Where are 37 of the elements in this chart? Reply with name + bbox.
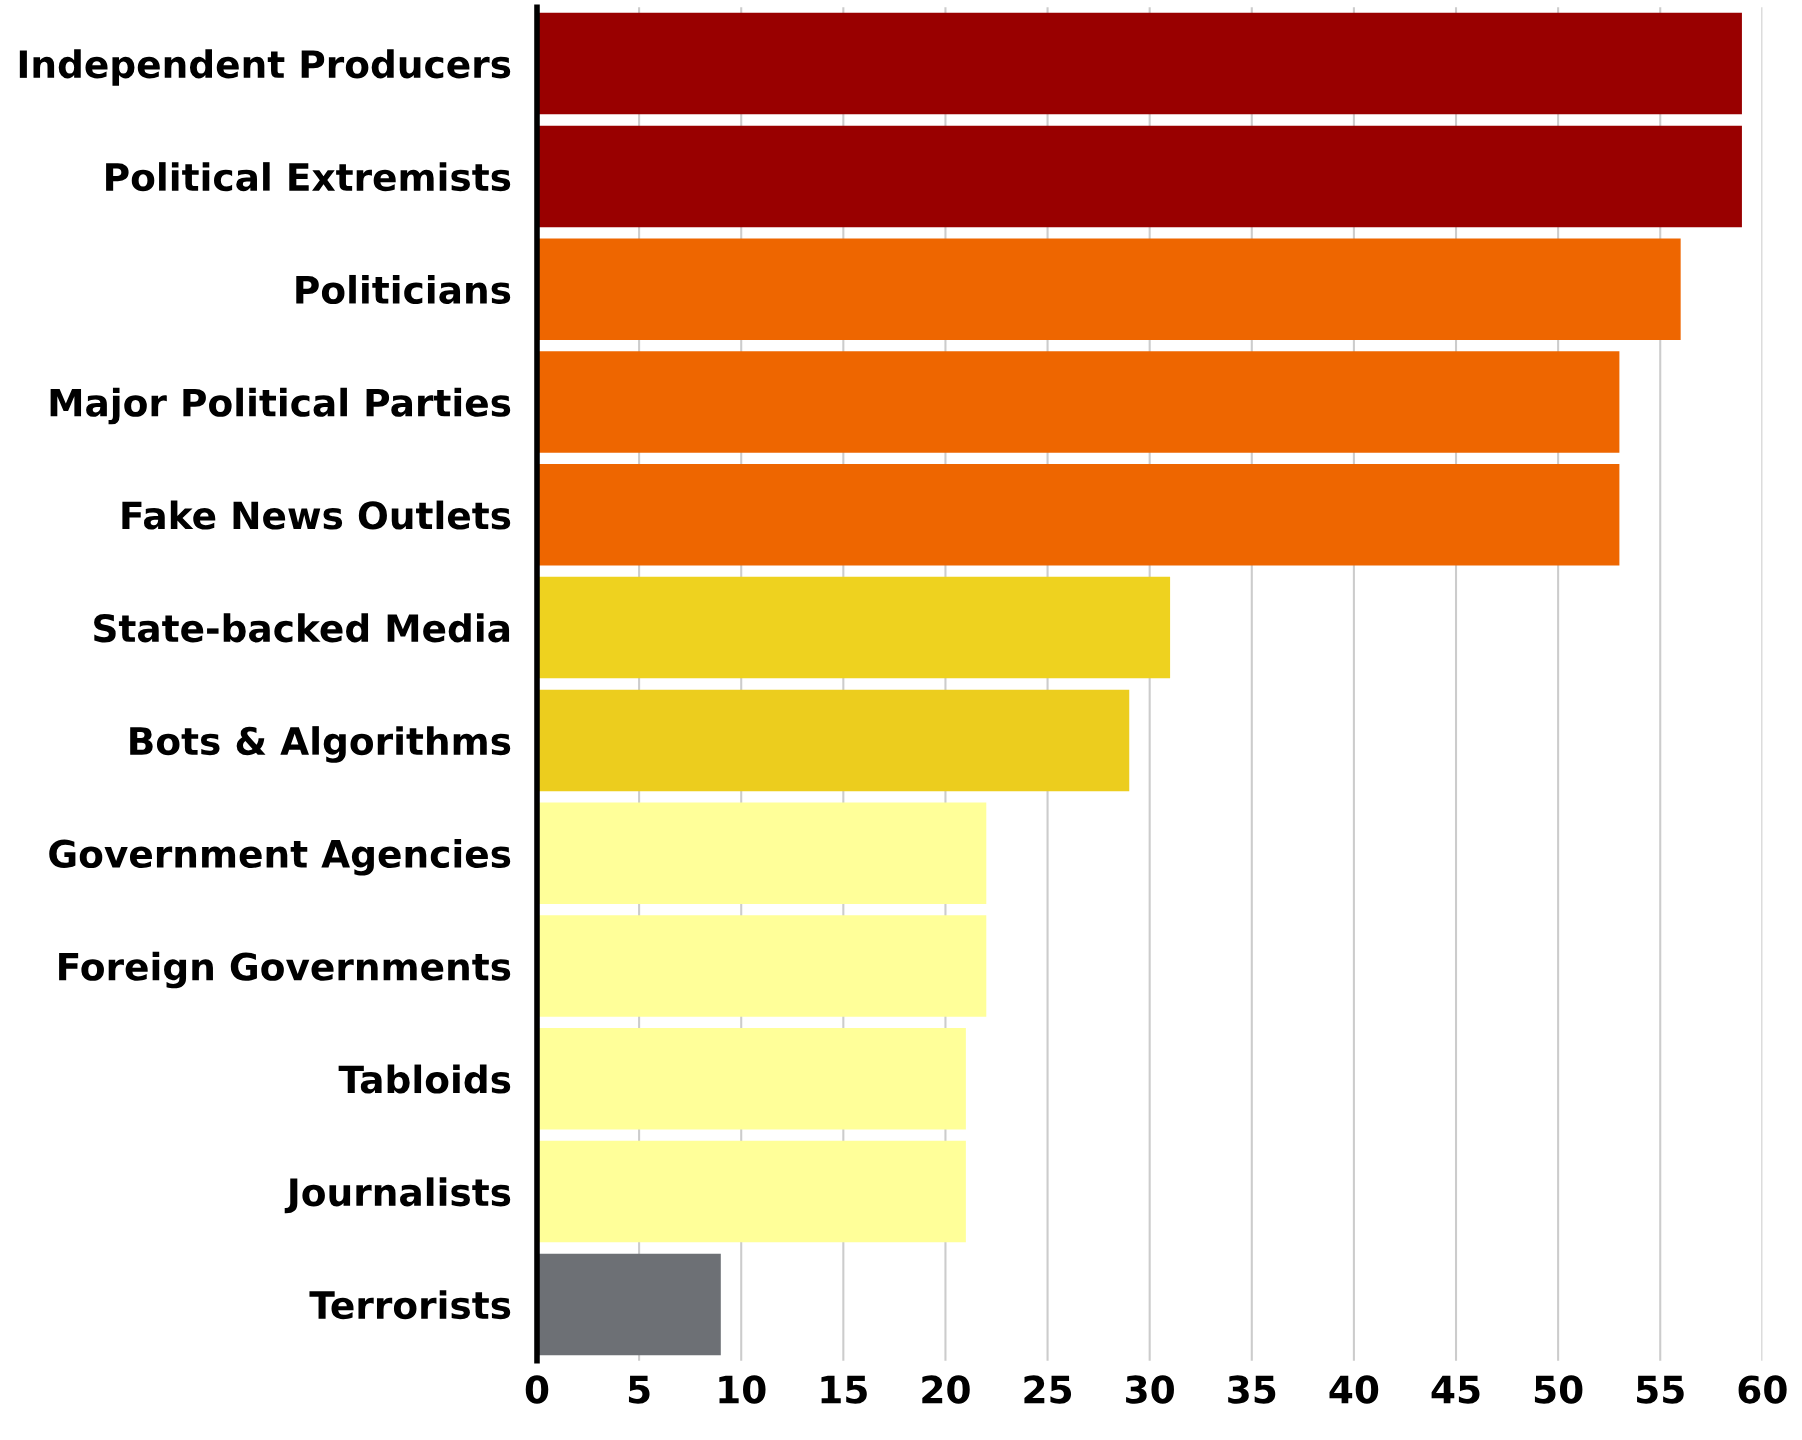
bar [537,576,1171,679]
bar [537,689,1130,792]
bar [537,351,1620,453]
x-tick-label: 10 [719,1375,766,1404]
y-tick-label: Tabloids [338,1064,511,1094]
y-tick-label: Government Agencies [49,838,511,876]
x-tick-label: 55 [1637,1375,1684,1404]
x-tick-label: 50 [1534,1375,1583,1404]
y-tick-label: Independent Producers [19,49,511,86]
bar [537,1140,966,1243]
x-tick-label: 35 [1228,1375,1276,1404]
bar [537,1253,721,1356]
bar [537,915,987,1017]
y-tick-label: Major Political Parties [50,387,511,425]
y-tick-label: Journalists [284,1177,511,1214]
x-tick-label: 40 [1329,1375,1379,1404]
x-tick-label: 20 [922,1375,970,1404]
x-tick-label: 0 [525,1375,549,1404]
x-tick-label: 30 [1126,1375,1174,1404]
bar [537,125,1742,228]
bar [537,12,1742,115]
y-tick-label: Bots & Algorithms [130,726,511,763]
y-tick-label: Foreign Governments [59,951,511,989]
x-tick-label: 45 [1431,1375,1480,1404]
bar [537,238,1681,340]
y-tick-label: State-backed Media [94,613,510,643]
y-tick-label: Political Extremists [106,162,511,192]
y-tick-label: Terrorists [309,1290,511,1320]
x-tick-label: 60 [1738,1375,1787,1404]
bar [537,464,1620,566]
bar [537,1028,966,1130]
x-tick-label: 5 [628,1375,650,1404]
bar [537,802,987,904]
y-tick-label: Fake News Outlets [122,500,511,530]
x-tick-label: 25 [1024,1375,1072,1404]
x-tick-label: 15 [821,1375,867,1404]
y-tick-label: Politicians [296,274,511,304]
